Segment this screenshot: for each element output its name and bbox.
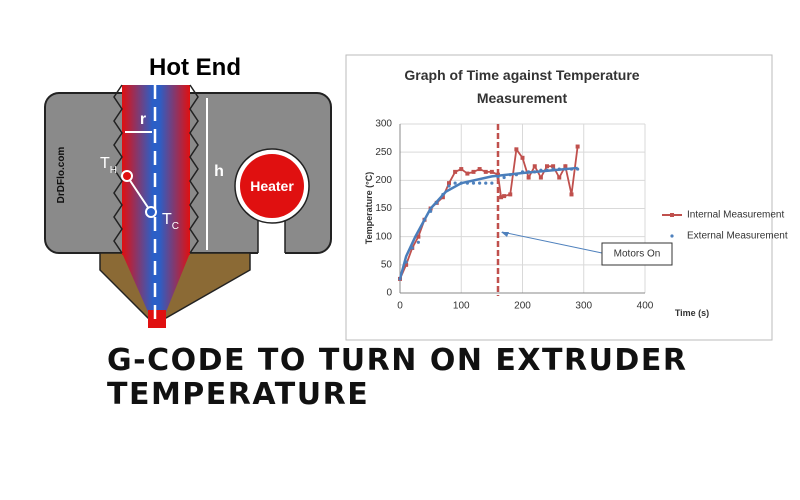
x-axis-label: Time (s): [675, 308, 709, 318]
height-label: h: [214, 163, 224, 180]
heater: [240, 154, 304, 218]
annotation-arrow: [501, 231, 603, 254]
point: [453, 169, 458, 174]
point: [447, 181, 451, 186]
point: [478, 181, 482, 185]
point: [508, 192, 513, 197]
point: [502, 194, 507, 199]
point: [484, 181, 488, 185]
legend-swatch: [670, 213, 674, 217]
x-tick-label: 0: [397, 301, 403, 312]
y-tick-label: 300: [375, 119, 392, 130]
point: [514, 147, 519, 152]
x-tick-label: 200: [514, 301, 531, 312]
label: T: [100, 155, 110, 172]
point: [563, 164, 568, 169]
point: [499, 195, 504, 200]
hot-label: TH: [100, 155, 117, 176]
point: [490, 181, 494, 185]
annotation-box: [601, 242, 673, 266]
legend-label: Internal Measurement: [687, 210, 784, 221]
y-axis-label: Temperature (°C): [364, 172, 374, 244]
y-tick-label: 100: [375, 231, 392, 242]
thread: [113, 84, 123, 254]
point: [471, 181, 476, 185]
point: [575, 144, 580, 149]
nozzle-tip: [148, 310, 166, 328]
point: [459, 167, 464, 172]
point: [569, 192, 574, 197]
point: [532, 164, 537, 169]
point: [545, 164, 549, 169]
legend-label: External Measurement: [687, 231, 788, 242]
point: [416, 234, 421, 239]
point: [477, 167, 482, 172]
chart-title: Measurement: [477, 90, 568, 106]
y-tick-label: 250: [375, 147, 392, 158]
arrow-head: [501, 232, 509, 237]
radius-label: r: [140, 111, 146, 128]
subscript: H: [110, 165, 117, 176]
point: [502, 175, 506, 180]
y-tick-label: 150: [375, 203, 392, 214]
point: [526, 175, 531, 180]
point: [483, 169, 488, 174]
hot-point: [121, 170, 133, 182]
x-tick-label: 300: [575, 301, 592, 312]
connector: [126, 175, 152, 213]
annotation-label: Motors On: [614, 249, 661, 260]
point: [404, 262, 409, 267]
point: [520, 155, 525, 160]
legend-swatch: [670, 234, 674, 238]
point: [453, 181, 457, 185]
heater-label: Heater: [250, 178, 294, 194]
headline: TEMPERATURE: [107, 377, 369, 412]
point: [416, 240, 420, 244]
y-tick-label: 200: [375, 175, 392, 186]
x-tick-label: 100: [453, 301, 470, 312]
point: [447, 184, 451, 188]
series-line: [398, 166, 578, 280]
headline: G-CODE TO TURN ON EXTRUDER: [107, 343, 687, 378]
subscript: C: [172, 221, 179, 232]
y-tick-label: 50: [381, 259, 393, 270]
thread: [189, 84, 199, 254]
point: [538, 175, 543, 180]
cold-label: TC: [162, 211, 179, 232]
point: [465, 171, 470, 176]
nozzle-core: [122, 253, 190, 312]
y-tick-label: 0: [386, 288, 392, 299]
point: [489, 169, 494, 174]
point: [471, 169, 476, 174]
chart: Graph of Time against Temperature Measure…: [364, 67, 788, 318]
point: [440, 195, 445, 200]
point: [551, 164, 556, 169]
diagram-title: Hot End: [149, 54, 241, 81]
label: T: [162, 211, 172, 228]
point: [557, 175, 562, 180]
chart-title: Graph of Time against Temperature: [404, 67, 639, 83]
watermark: DrDFlo.com: [56, 147, 67, 204]
x-tick-label: 400: [637, 301, 654, 312]
cold-point: [145, 206, 157, 218]
